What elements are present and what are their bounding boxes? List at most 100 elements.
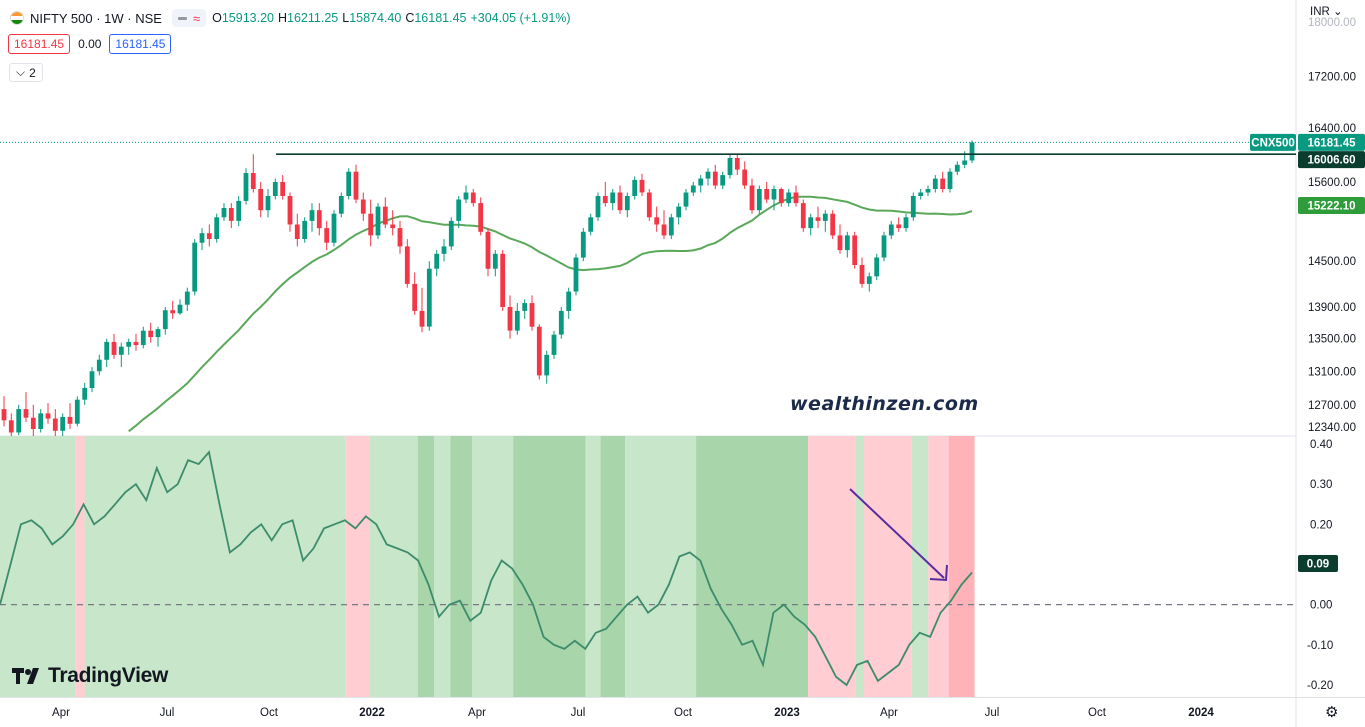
price-tick-label: 13500.00 [1308, 334, 1356, 346]
time-tick-label: Apr [880, 707, 898, 719]
candle-body [925, 189, 931, 193]
tradingview-logo[interactable]: TradingView [12, 664, 168, 688]
indicator-tick-label: 0.20 [1310, 519, 1332, 531]
ohlc-low: L15874.40 [342, 11, 402, 25]
candle-22 [162, 307, 168, 335]
sell-price-button[interactable]: 16181.45 [8, 34, 71, 54]
candle-body [771, 189, 777, 200]
candle-body [353, 171, 359, 200]
candle-9 [67, 403, 73, 429]
candle-body [23, 409, 29, 418]
candle-body [844, 235, 850, 251]
candle-body [338, 196, 344, 214]
candle-body [764, 189, 770, 200]
candle-124 [910, 192, 916, 221]
price-badges: CNX500 16181.45 16006.60 15222.10 0.09 [1250, 133, 1365, 572]
candle-68 [500, 250, 506, 311]
candle-body [698, 178, 704, 186]
candle-body [294, 224, 300, 239]
resistance-badge-bg [1298, 151, 1365, 169]
indicators-toggle-button[interactable]: ⌵ 2 [9, 63, 43, 82]
candle-100 [734, 154, 740, 176]
candle-81 [595, 192, 601, 221]
symbol-badge-text: CNX500 [1251, 137, 1294, 149]
indicator-zone-10 [585, 436, 601, 697]
price-tick-label: 12340.00 [1308, 422, 1356, 434]
series-style-toggle[interactable]: ≈ [171, 9, 207, 27]
candle-98 [720, 171, 726, 189]
currency-selector[interactable]: INR ⌄ [1310, 6, 1343, 18]
candle-body [397, 228, 403, 247]
moving-average-layer [128, 195, 973, 433]
candle-24 [177, 299, 183, 315]
candle-body [712, 171, 718, 186]
candle-75 [551, 330, 557, 359]
candle-body [588, 217, 594, 232]
candle-body [96, 359, 102, 372]
candle-body [859, 265, 865, 284]
candle-107 [786, 189, 792, 207]
candle-14 [104, 338, 110, 368]
candle-body [74, 399, 80, 424]
indicator-value-badge-text: 0.09 [1307, 559, 1329, 571]
trade-price-boxes: 16181.45 0.00 16181.45 [8, 34, 172, 54]
candle-body [536, 326, 542, 376]
indicator-tick-label: 0.30 [1310, 479, 1332, 491]
gear-icon[interactable]: ⚙ [1325, 704, 1339, 721]
candle-94 [690, 182, 696, 196]
candle-body [830, 213, 836, 236]
symbol-title[interactable]: NIFTY 500 · 1W · NSE [30, 10, 162, 26]
india-flag-icon [10, 11, 24, 25]
candle-body [602, 196, 608, 204]
candle-body [441, 246, 447, 254]
candle-body [60, 416, 66, 431]
candle-38 [280, 175, 286, 200]
price-tick-label: 12700.00 [1308, 400, 1356, 412]
price-tick-label: 13900.00 [1308, 302, 1356, 314]
candle-body [705, 171, 711, 179]
candle-32 [236, 196, 242, 226]
candle-37 [272, 178, 278, 200]
candle-34 [250, 154, 256, 193]
candle-body [881, 235, 887, 258]
candle-117 [859, 257, 865, 288]
indicator-zone-14 [808, 436, 856, 697]
candle-body [896, 224, 902, 229]
candle-71 [522, 299, 528, 319]
candle-body [551, 334, 557, 355]
resistance-badge-text: 16006.60 [1308, 155, 1356, 167]
candle-body [170, 310, 176, 314]
candle-86 [632, 176, 638, 200]
candle-body [456, 199, 462, 221]
candle-body [45, 413, 51, 419]
candle-105 [771, 185, 777, 211]
candle-body [265, 196, 271, 211]
candle-body [756, 189, 762, 211]
indicator-zone-7 [450, 436, 473, 697]
candle-body [514, 310, 520, 331]
candle-84 [617, 185, 623, 214]
candle-25 [184, 287, 190, 311]
dash-icon [177, 16, 187, 20]
candle-66 [485, 228, 491, 277]
candle-42 [309, 203, 315, 232]
candle-43 [316, 203, 322, 236]
candle-body [30, 417, 36, 429]
candle-33 [243, 168, 249, 205]
candle-46 [338, 192, 344, 218]
buy-price-button[interactable]: 16181.45 [109, 34, 172, 54]
candle-15 [111, 333, 117, 359]
candle-body [940, 178, 946, 189]
candle-99 [727, 154, 733, 179]
candle-body [82, 387, 88, 400]
candle-body [309, 210, 315, 221]
indicator-zone-16 [864, 436, 912, 697]
candle-49 [360, 192, 366, 221]
candle-body [426, 268, 432, 327]
symbol-legend: NIFTY 500 · 1W · NSE ≈ O15913.20 H16211.… [10, 8, 571, 28]
candle-body [463, 192, 469, 200]
indicator-zone-12 [625, 436, 697, 697]
candle-body [16, 409, 22, 433]
candle-body [382, 206, 388, 225]
